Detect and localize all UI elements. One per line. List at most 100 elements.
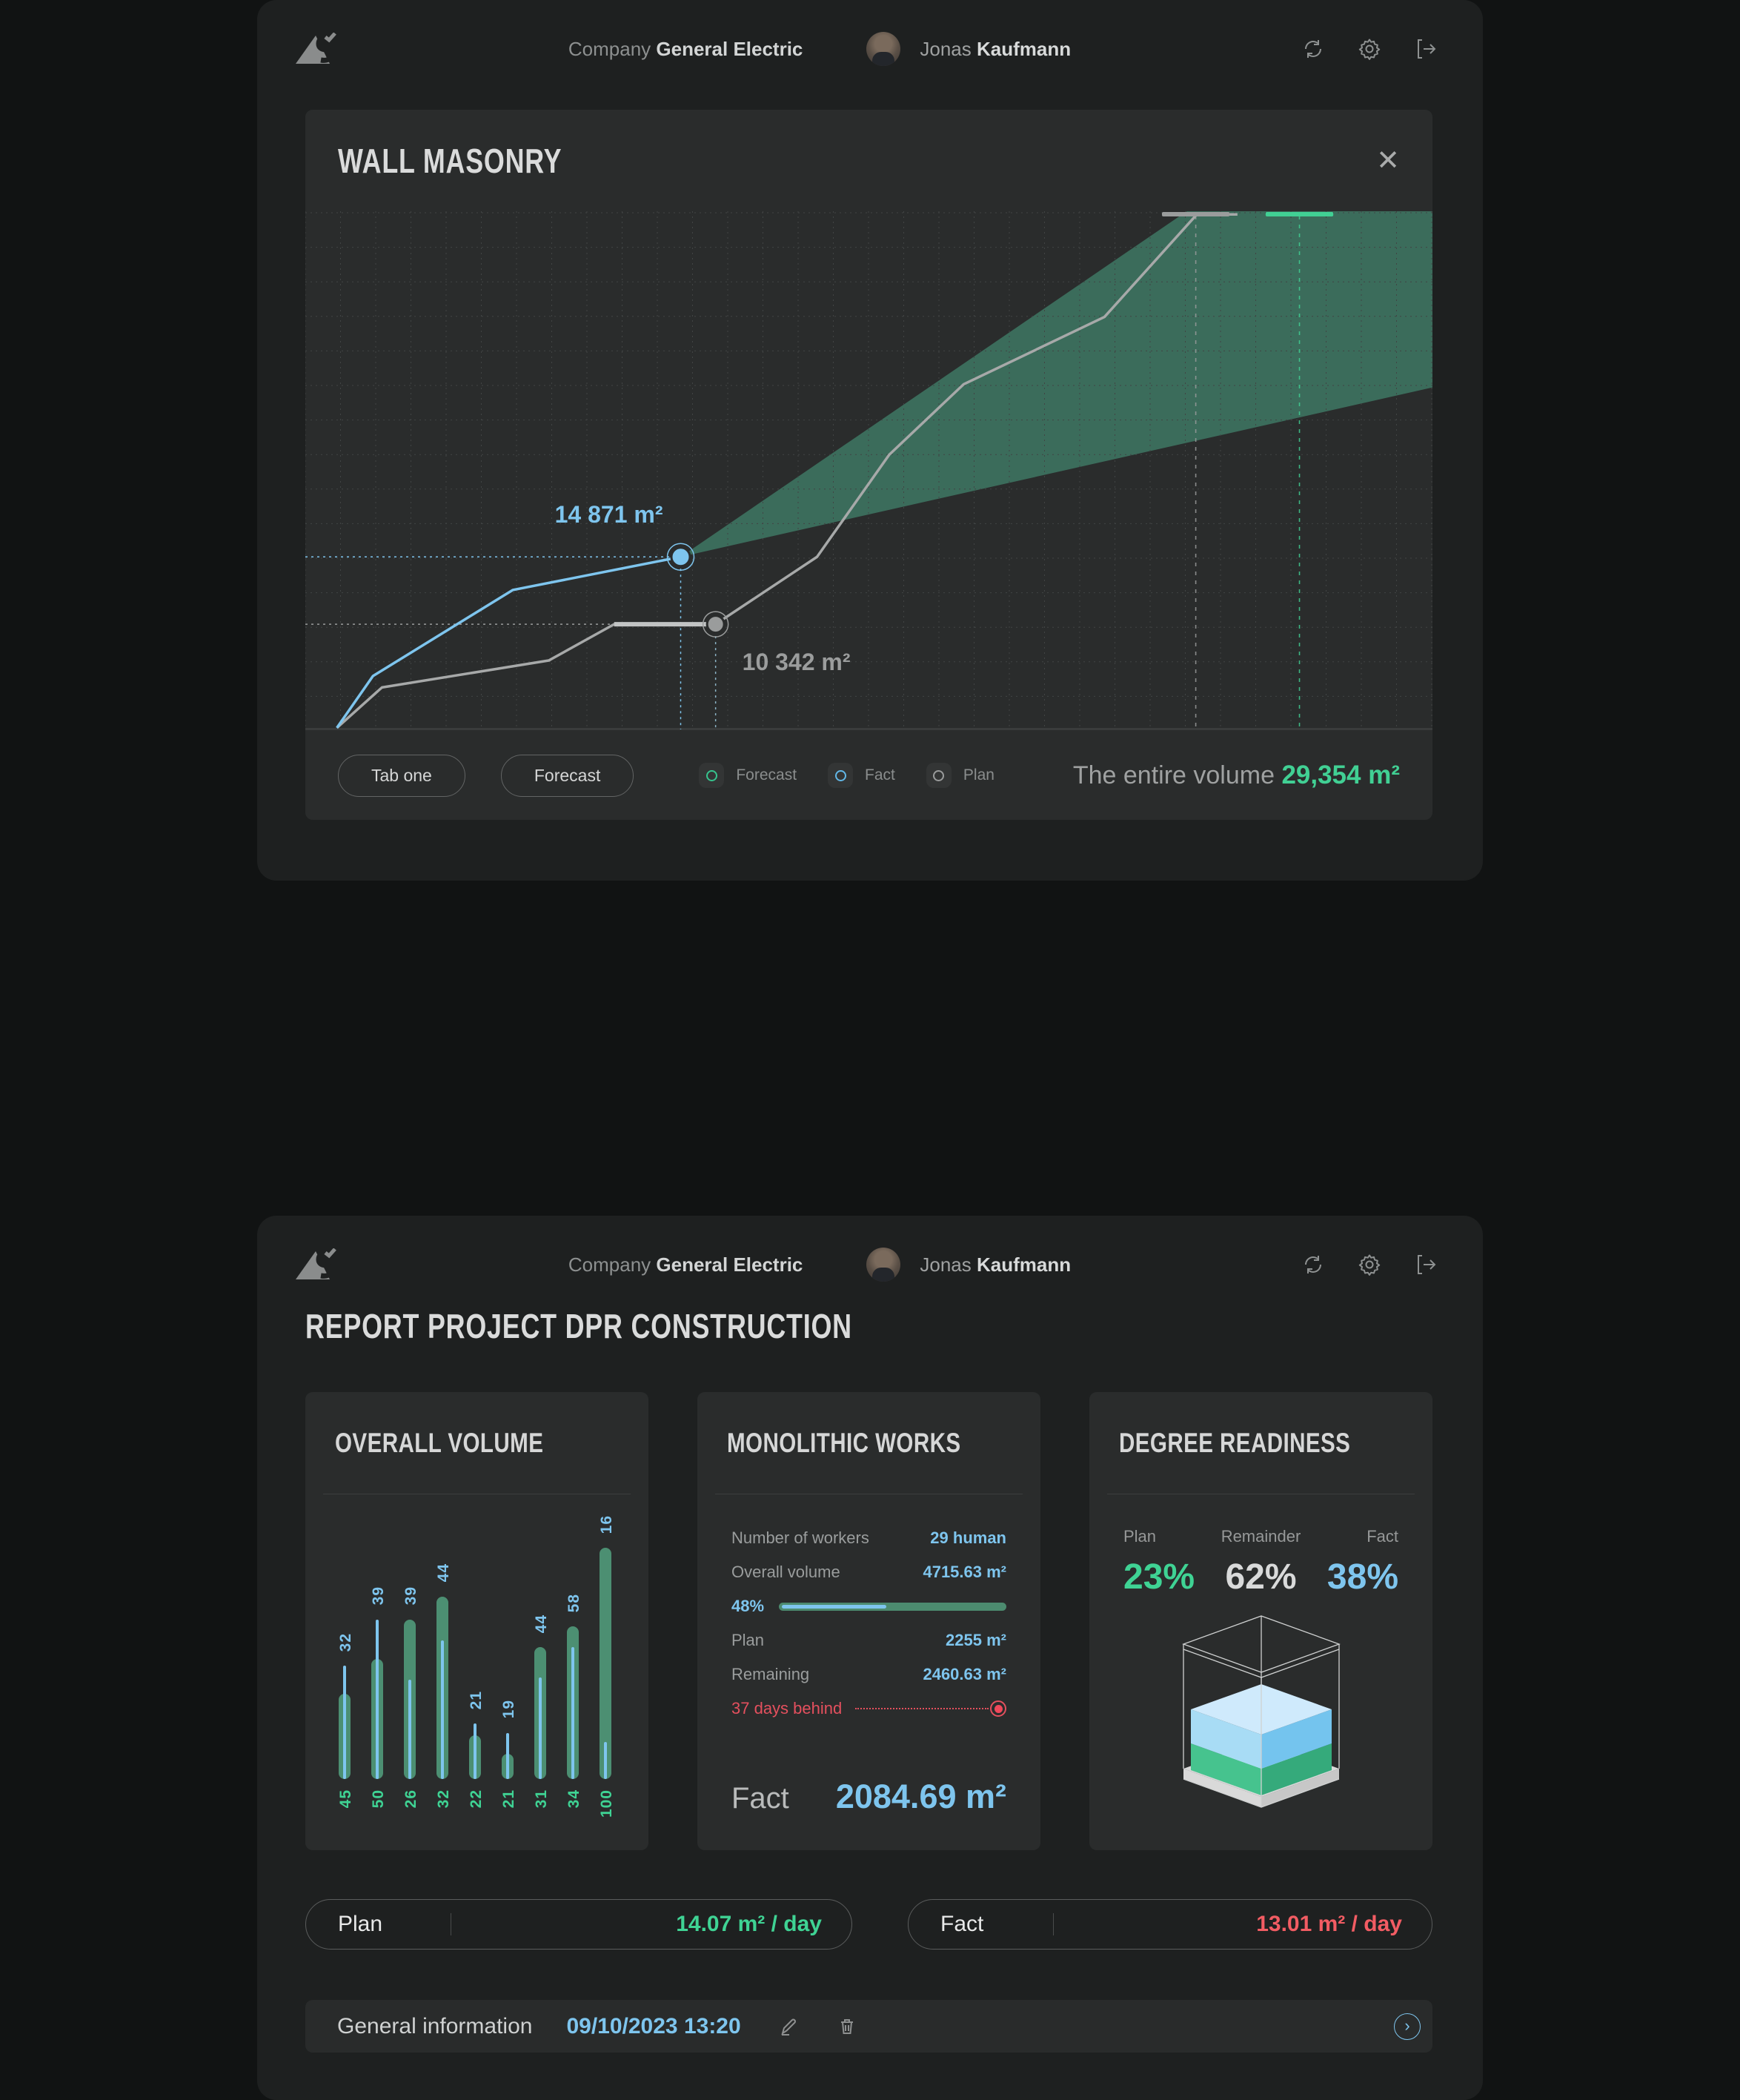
user-last-name: Kaufmann bbox=[977, 1253, 1072, 1276]
fact-total-row: Fact 2084.69 m² bbox=[731, 1778, 1006, 1816]
user-last-name: Kaufmann bbox=[977, 37, 1072, 60]
user-block[interactable]: Jonas Kaufmann bbox=[866, 32, 1071, 66]
plan-rate-value: 14.07 m² / day bbox=[676, 1912, 822, 1936]
report-cards-row: OVERALL VOLUME 32 45 39 50 39 26 44 32 21 22 19 21 4… bbox=[305, 1392, 1432, 1850]
close-icon[interactable]: ✕ bbox=[1376, 145, 1400, 176]
bar-bottom-label: 26 bbox=[402, 1789, 420, 1812]
logout-icon[interactable] bbox=[1415, 38, 1437, 60]
bar-column[interactable]: 39 26 bbox=[402, 1548, 419, 1808]
legend-radio-icon bbox=[699, 763, 725, 788]
bar-top-value: 19 bbox=[500, 1700, 518, 1722]
bar-blue-line bbox=[376, 1619, 379, 1779]
readiness-stat-label: Remainder bbox=[1221, 1527, 1301, 1546]
bar-bottom-label: 32 bbox=[435, 1789, 453, 1812]
avatar[interactable] bbox=[866, 32, 901, 66]
legend-radio-icon bbox=[828, 763, 854, 788]
expand-chevron-icon[interactable]: › bbox=[1394, 2013, 1421, 2040]
fact-rate-label: Fact bbox=[940, 1912, 984, 1936]
readiness-stat-value: 23% bbox=[1123, 1557, 1195, 1597]
settings-icon[interactable] bbox=[1358, 38, 1381, 60]
company-name: General Electric bbox=[656, 37, 803, 60]
bar-top-value: 39 bbox=[370, 1586, 388, 1609]
bar-column[interactable]: 32 45 bbox=[337, 1548, 354, 1809]
sync-icon[interactable] bbox=[1302, 1253, 1324, 1276]
bar-top-value-text: 44 bbox=[533, 1614, 550, 1634]
app-header: Company General Electric Jonas Kaufmann bbox=[257, 1216, 1483, 1314]
plan-rate-pill[interactable]: Plan 14.07 m² / day bbox=[305, 1899, 852, 1950]
bar-top-value: 21 bbox=[468, 1691, 485, 1713]
fact-rate-value: 13.01 m² / day bbox=[1256, 1912, 1402, 1936]
bar-top-value-text: 44 bbox=[435, 1563, 452, 1583]
bar-bottom-label: 31 bbox=[533, 1789, 551, 1812]
bar-top-value-text: 32 bbox=[337, 1632, 354, 1652]
legend-item-plan[interactable]: Plan bbox=[926, 763, 994, 788]
cube-wireframe bbox=[1181, 1615, 1341, 1808]
bar-column[interactable]: 44 31 bbox=[533, 1548, 550, 1809]
bar-bottom-label-text: 22 bbox=[468, 1789, 485, 1809]
behind-row: 37 days behind bbox=[731, 1692, 1006, 1726]
bar-column[interactable]: 21 22 bbox=[468, 1548, 485, 1809]
company-logo-icon[interactable] bbox=[294, 33, 337, 65]
sync-icon[interactable] bbox=[1302, 38, 1324, 60]
trash-icon[interactable] bbox=[837, 2017, 857, 2036]
wall-masonry-title: WALL MASONRY bbox=[338, 141, 562, 180]
masonry-line-chart[interactable]: 14 871 m² 10 342 m² bbox=[305, 211, 1432, 729]
fact-annotation: 14 871 m² bbox=[555, 501, 663, 528]
settings-icon[interactable] bbox=[1358, 1253, 1381, 1276]
wall-masonry-header: WALL MASONRY ✕ bbox=[305, 110, 1432, 211]
fact-rate-pill[interactable]: Fact 13.01 m² / day bbox=[908, 1899, 1432, 1950]
legend-item-forecast[interactable]: Forecast bbox=[699, 763, 797, 788]
company-label: Company General Electric bbox=[568, 38, 803, 61]
bar-top-value-text: 21 bbox=[468, 1690, 485, 1710]
company-label: Company General Electric bbox=[568, 1253, 803, 1276]
plan-annotation: 10 342 m² bbox=[743, 649, 851, 675]
divider bbox=[1053, 1913, 1054, 1935]
legend-item-fact[interactable]: Fact bbox=[828, 763, 895, 788]
user-block[interactable]: Jonas Kaufmann bbox=[866, 1248, 1071, 1282]
general-information-label: General information bbox=[337, 2013, 533, 2038]
overall-volume-header: OVERALL VOLUME bbox=[305, 1392, 648, 1494]
edit-icon[interactable] bbox=[780, 2017, 799, 2036]
chart-legend: Forecast Fact Plan bbox=[699, 763, 994, 788]
bar-bottom-label-text: 34 bbox=[565, 1789, 582, 1809]
degree-readiness-title: DEGREE READINESS bbox=[1119, 1427, 1351, 1458]
bar-column[interactable]: 44 32 bbox=[435, 1548, 452, 1808]
overall-volume-bar-chart[interactable]: 32 45 39 50 39 26 44 32 21 22 19 21 44 31 58 34 16 100 bbox=[326, 1515, 628, 1818]
monolithic-rows: Number of workers 29 human Overall volume 4… bbox=[731, 1521, 1006, 1726]
progress-fill bbox=[782, 1604, 887, 1609]
legend-label: Fact bbox=[865, 766, 895, 784]
avatar[interactable] bbox=[866, 1248, 901, 1282]
bar-column[interactable]: 39 50 bbox=[370, 1548, 387, 1808]
bar-blue-line bbox=[571, 1647, 574, 1779]
tab-forecast-button[interactable]: Forecast bbox=[500, 754, 634, 797]
stat-row-label: Overall volume bbox=[731, 1563, 840, 1581]
general-information-row[interactable]: General information 09/10/2023 13:20 › bbox=[305, 2000, 1432, 2053]
bar-blue-line bbox=[343, 1666, 346, 1779]
bar-blue-line bbox=[539, 1677, 542, 1779]
legend-ring bbox=[933, 769, 945, 781]
bar-bottom-label-text: 31 bbox=[533, 1789, 550, 1809]
legend-radio-icon bbox=[926, 763, 952, 788]
entire-volume-label: The entire volume bbox=[1072, 761, 1275, 789]
stat-row-label: Plan bbox=[731, 1631, 765, 1649]
stat-row: Overall volume 4715.63 m² bbox=[731, 1555, 1006, 1589]
general-information-date: 09/10/2023 13:20 bbox=[566, 2013, 741, 2038]
bar-bottom-label: 50 bbox=[370, 1789, 388, 1812]
plan-line bbox=[336, 213, 1238, 729]
readiness-stats: Plan 23% Remainder 62% Fact 38% bbox=[1123, 1527, 1398, 1597]
rate-pills-row: Plan 14.07 m² / day Fact 13.01 m² / day bbox=[305, 1899, 1432, 1950]
fact-value: 2084.69 m² bbox=[835, 1778, 1006, 1815]
legend-ring bbox=[705, 769, 717, 781]
bar-bottom-label: 34 bbox=[565, 1789, 583, 1812]
bar-column[interactable]: 19 21 bbox=[500, 1548, 517, 1808]
company-name: General Electric bbox=[656, 1253, 803, 1276]
readiness-stat-value: 62% bbox=[1225, 1557, 1297, 1597]
bar-column[interactable]: 16 100 bbox=[598, 1515, 615, 1818]
tab-one-button[interactable]: Tab one bbox=[338, 754, 465, 797]
bar-column[interactable]: 58 34 bbox=[565, 1548, 582, 1809]
fact-line bbox=[336, 555, 681, 729]
bar-top-value-text: 16 bbox=[598, 1514, 615, 1534]
company-logo-icon[interactable] bbox=[294, 1248, 337, 1281]
logout-icon[interactable] bbox=[1415, 1253, 1437, 1276]
